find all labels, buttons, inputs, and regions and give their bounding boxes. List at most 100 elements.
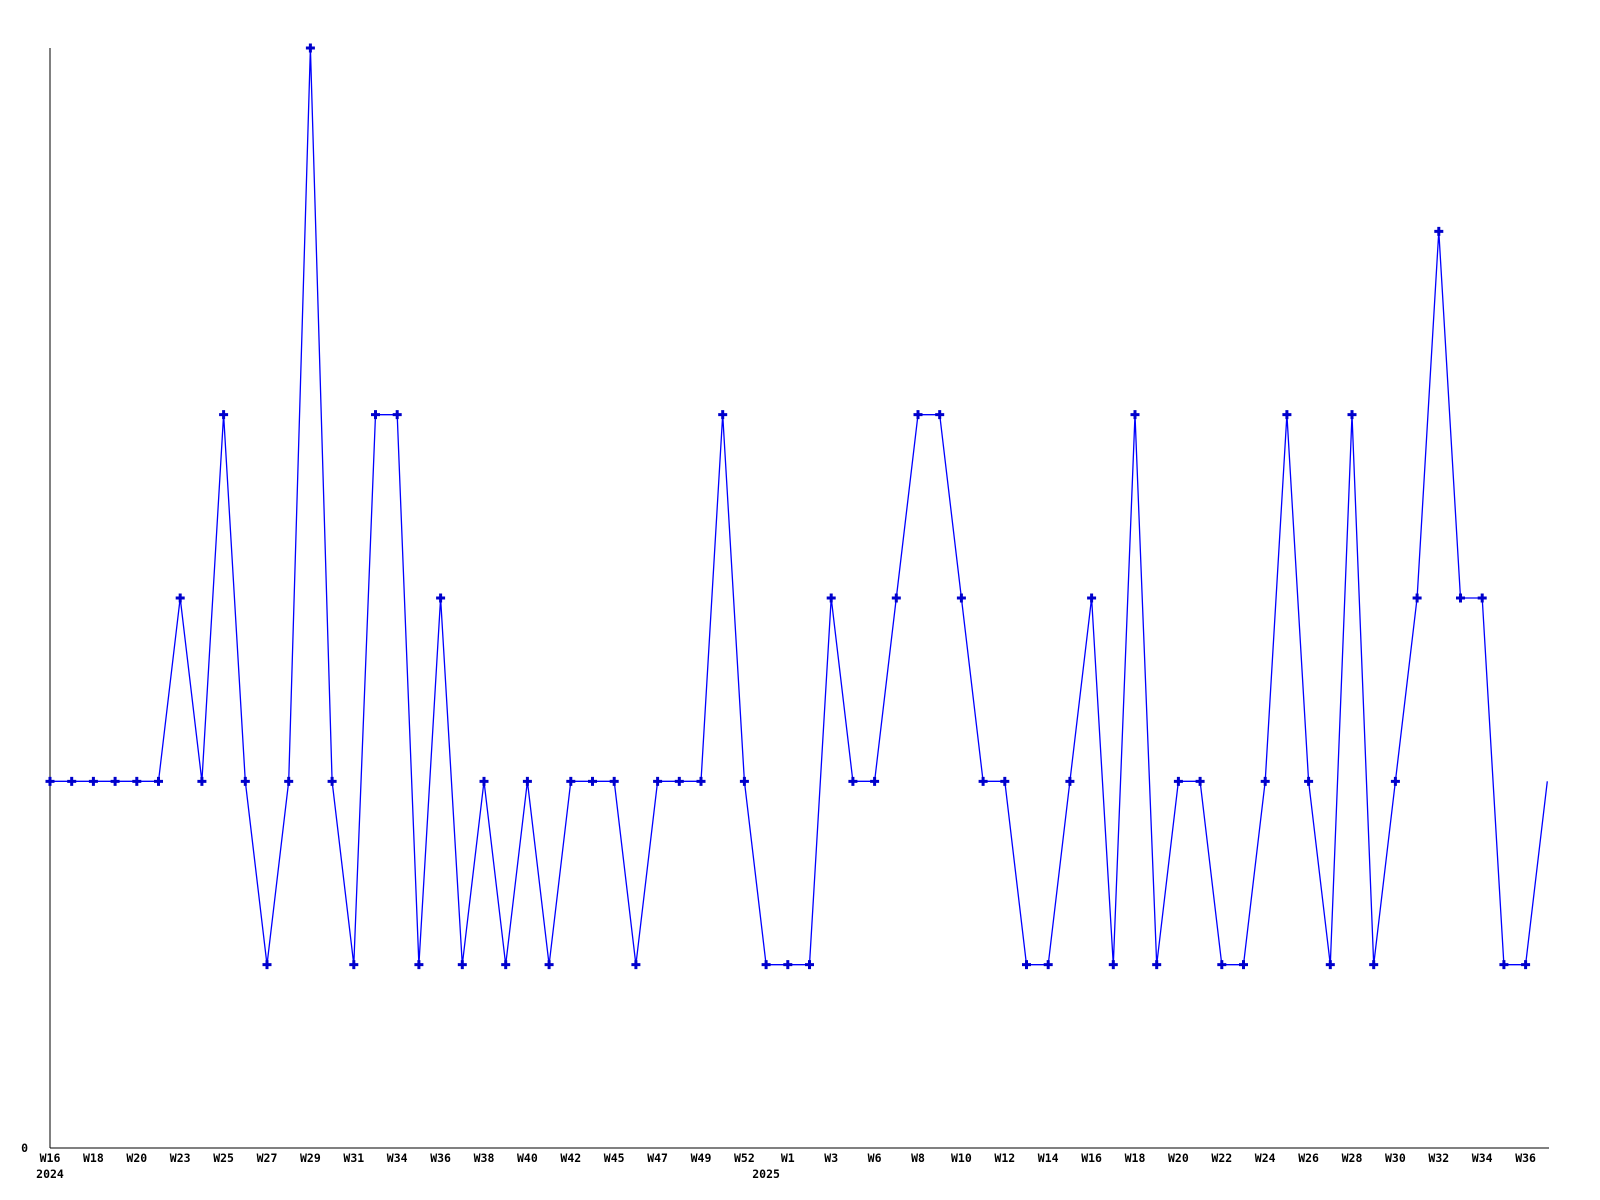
x-tick-label: W24 <box>1255 1151 1276 1165</box>
data-point-marker <box>1195 776 1205 786</box>
x-tick-label: W6 <box>868 1151 882 1165</box>
data-point-marker <box>1087 593 1097 603</box>
data-point-marker <box>913 410 923 420</box>
x-tick-label: W20 <box>126 1151 147 1165</box>
x-tick-label: W25 <box>213 1151 234 1165</box>
x-tick-label: W26 <box>1298 1151 1319 1165</box>
x-tick-label: W32 <box>1428 1151 1449 1165</box>
data-point-marker <box>305 43 315 53</box>
data-point-marker <box>522 776 532 786</box>
data-point-marker <box>45 776 55 786</box>
data-line <box>50 47 1548 966</box>
data-point-marker <box>1043 960 1053 970</box>
x-tick-label: W52 <box>734 1151 755 1165</box>
x-tick-label: W14 <box>1038 1151 1059 1165</box>
year-label: 2024 <box>36 1167 64 1181</box>
data-point-marker <box>848 776 858 786</box>
data-point-marker <box>219 410 229 420</box>
x-tick-label: W29 <box>300 1151 321 1165</box>
data-point-marker <box>197 776 207 786</box>
x-tick-label: W31 <box>343 1151 364 1165</box>
data-point-marker <box>891 593 901 603</box>
x-tick-label: W16 <box>40 1151 61 1165</box>
data-point-marker <box>718 410 728 420</box>
x-tick-label: W10 <box>951 1151 972 1165</box>
data-point-marker <box>1065 776 1075 786</box>
data-point-marker <box>262 960 272 970</box>
data-point-marker <box>436 593 446 603</box>
x-tick-label: W22 <box>1211 1151 1232 1165</box>
x-tick-label: W1 <box>781 1151 795 1165</box>
data-point-marker <box>870 776 880 786</box>
data-point-marker <box>67 776 77 786</box>
x-tick-label: W12 <box>994 1151 1015 1165</box>
data-point-marker <box>739 776 749 786</box>
data-point-marker <box>1456 593 1465 603</box>
data-point-marker <box>1282 410 1292 420</box>
data-point-marker <box>978 776 988 786</box>
data-point-marker <box>1260 776 1270 786</box>
x-tick-label: W40 <box>517 1151 538 1165</box>
x-tick-label: W27 <box>257 1151 278 1165</box>
x-tick-label: W34 <box>387 1151 408 1165</box>
data-point-marker <box>826 593 836 603</box>
x-tick-label: W20 <box>1168 1151 1189 1165</box>
x-tick-label: W28 <box>1342 1151 1363 1165</box>
data-point-marker <box>240 776 250 786</box>
x-tick-label: W18 <box>83 1151 104 1165</box>
data-point-marker <box>1477 593 1487 603</box>
x-tick-label: W49 <box>691 1151 712 1165</box>
x-tick-label: W47 <box>647 1151 668 1165</box>
data-point-marker <box>1130 410 1140 420</box>
data-point-marker <box>566 776 576 786</box>
data-point-marker <box>935 410 945 420</box>
x-tick-label: W16 <box>1081 1151 1102 1165</box>
data-point-marker <box>501 960 511 970</box>
y-axis-zero-label: 0 <box>21 1141 28 1155</box>
data-point-marker <box>414 960 424 970</box>
data-point-marker <box>783 960 793 970</box>
data-point-marker <box>1108 960 1118 970</box>
data-point-marker <box>653 776 663 786</box>
data-point-marker <box>1173 776 1183 786</box>
x-tick-label: W36 <box>1515 1151 1536 1165</box>
x-tick-label: W38 <box>474 1151 495 1165</box>
data-point-marker <box>392 410 402 420</box>
data-point-marker <box>761 960 771 970</box>
x-tick-label: W23 <box>170 1151 191 1165</box>
data-point-marker <box>674 776 684 786</box>
data-point-marker <box>956 593 966 603</box>
x-tick-label: W34 <box>1472 1151 1493 1165</box>
data-point-marker <box>1304 776 1314 786</box>
x-tick-label: W36 <box>430 1151 451 1165</box>
data-point-marker <box>327 776 337 786</box>
x-tick-label: W3 <box>824 1151 838 1165</box>
data-point-marker <box>631 960 641 970</box>
data-point-marker <box>1239 960 1248 970</box>
data-point-marker <box>1390 776 1400 786</box>
data-point-marker <box>457 960 467 970</box>
data-point-marker <box>1412 593 1422 603</box>
data-point-marker <box>371 410 380 420</box>
data-point-marker <box>1369 960 1379 970</box>
year-label: 2025 <box>752 1167 780 1181</box>
x-tick-label: W45 <box>604 1151 625 1165</box>
data-point-marker <box>1434 226 1444 236</box>
data-point-marker <box>1499 960 1509 970</box>
data-point-marker <box>132 776 142 786</box>
data-point-marker <box>588 776 597 786</box>
data-point-marker <box>805 960 814 970</box>
x-tick-label: W42 <box>560 1151 581 1165</box>
data-point-marker <box>284 776 294 786</box>
data-point-marker <box>1217 960 1227 970</box>
x-tick-label: W18 <box>1125 1151 1146 1165</box>
data-point-marker <box>154 776 163 786</box>
data-point-marker <box>1152 960 1162 970</box>
data-point-marker <box>1325 960 1335 970</box>
data-point-marker <box>1000 776 1010 786</box>
data-point-marker <box>544 960 554 970</box>
x-tick-label: W8 <box>911 1151 925 1165</box>
data-point-marker <box>110 776 120 786</box>
